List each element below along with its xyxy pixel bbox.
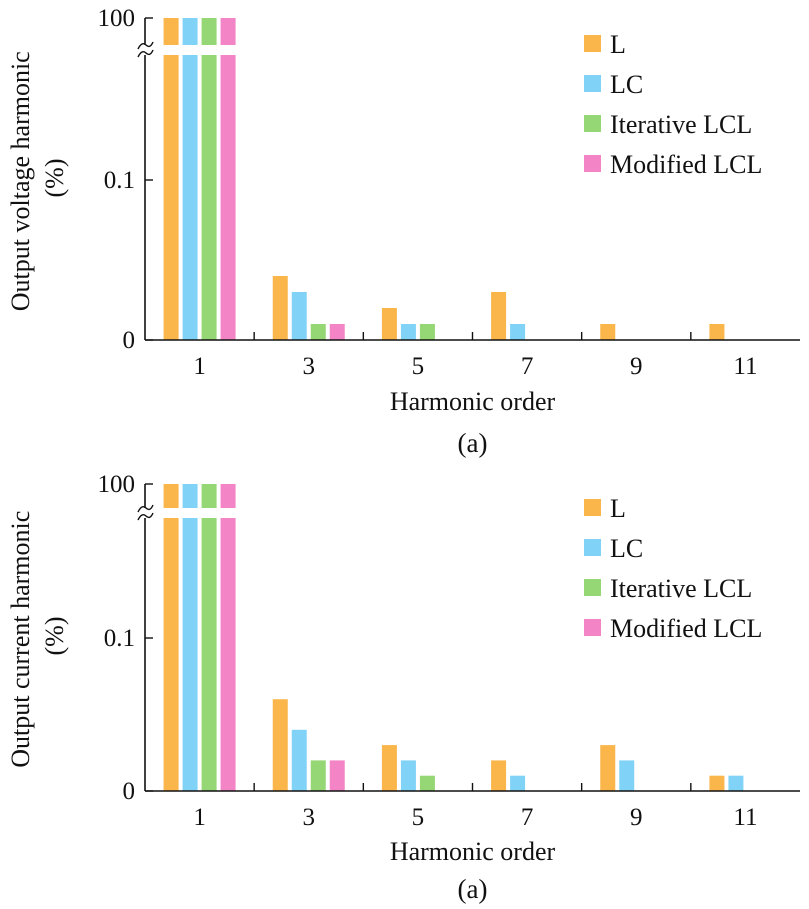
bar-l-h1 [163,18,179,340]
x-tick-label: 1 [193,804,206,831]
legend-swatch-iterative-lcl [584,115,601,132]
bar-modified-lcl-h3 [329,760,345,791]
figure-caption: (a) [458,428,488,458]
bar-iterative-lcl-h5 [419,775,435,791]
x-axis-label: Harmonic order [390,387,556,416]
bar-iterative-lcl-h1 [201,484,217,791]
bar-l-h3 [272,699,288,791]
axis-break-band [141,45,266,55]
legend-label: LC [610,70,643,99]
legend-swatch-iterative-lcl [584,579,601,596]
bar-l-h5 [381,745,397,791]
legend-swatch-l [584,499,601,516]
axis-break-mark-upper [137,504,154,513]
chart-panel-voltage: 0 0.1 100 1 3 5 7 9 11 Harmonic order Output volta… [6,5,800,458]
bar-iterative-lcl-h3 [310,760,326,791]
bar-lc-h11 [728,775,744,791]
legend-label: Modified LCL [610,614,762,643]
bar-modified-lcl-h1 [220,484,236,791]
x-tick-label: 7 [521,804,534,831]
bar-l-h11 [709,775,725,791]
bar-lc-h1 [182,484,198,791]
bar-modified-lcl-h1 [220,18,236,340]
bar-lc-h5 [400,324,416,340]
legend-swatch-l [584,35,601,52]
legend-swatch-lc [584,539,601,556]
y-tick-label: 0 [123,778,136,805]
bar-iterative-lcl-h5 [419,324,435,340]
axis-break-band [141,508,266,518]
bar-lc-h3 [291,292,307,340]
x-tick-label: 7 [521,353,534,380]
axis-break-mark-lower [137,49,154,58]
x-tick-label: 9 [630,804,643,831]
bar-l-h3 [272,276,288,340]
axis-break-mark-lower [137,512,154,521]
bar-lc-h7 [510,775,526,791]
bar-l-h5 [381,308,397,340]
bar-l-h9 [600,324,616,340]
chart-panel-current: 0 0.1 100 1 3 5 7 9 11 Harmonic order Output curre… [6,471,800,904]
x-axis-label: Harmonic order [390,837,556,866]
bar-modified-lcl-h3 [329,324,345,340]
bar-iterative-lcl-h3 [310,324,326,340]
y-axis-label: Output voltage harmonic (%) [6,45,69,311]
legend-label: Iterative LCL [610,574,752,603]
bar-lc-h1 [182,18,198,340]
bar-l-h1 [163,484,179,791]
legend-label: L [610,30,626,59]
x-tick-label: 1 [193,353,206,380]
legend-label: Iterative LCL [610,110,752,139]
bar-l-h9 [600,745,616,791]
x-tick-label: 11 [733,353,757,380]
bar-lc-h5 [400,760,416,791]
x-tick-label: 5 [412,804,425,831]
bar-lc-h9 [619,760,635,791]
legend-swatch-lc [584,75,601,92]
bar-l-h7 [491,292,507,340]
bar-l-h7 [491,760,507,791]
x-tick-label: 3 [303,804,316,831]
legend-label: Modified LCL [610,150,762,179]
axis-break-mark-upper [137,41,154,50]
y-tick-label: 0.1 [104,167,135,194]
y-tick-label: 100 [98,5,136,32]
bar-l-h11 [709,324,725,340]
bar-iterative-lcl-h1 [201,18,217,340]
legend-swatch-modified-lcl [584,155,601,172]
y-tick-label: 0.1 [104,625,135,652]
x-tick-label: 11 [733,804,757,831]
x-tick-label: 5 [412,353,425,380]
bar-lc-h3 [291,729,307,791]
y-axis-label: Output current harmonic (%) [6,504,69,768]
bar-lc-h7 [510,324,526,340]
legend-swatch-modified-lcl [584,619,601,636]
legend-label: LC [610,534,643,563]
x-tick-label: 3 [303,353,316,380]
figure-caption: (a) [458,874,488,904]
y-tick-label: 0 [123,327,136,354]
x-tick-label: 9 [630,353,643,380]
y-tick-label: 100 [98,471,136,498]
legend-label: L [610,494,626,523]
